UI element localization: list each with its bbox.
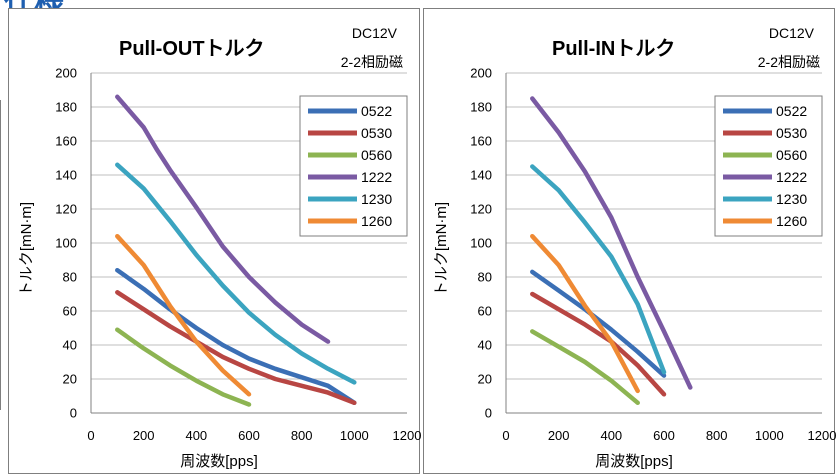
- chart-title: Pull-OUTトルク: [119, 37, 265, 60]
- y-tick-label: 160: [55, 134, 77, 149]
- pull-out-torque-chart: Pull-OUTトルク DC12V 2-2相励磁 0 20 40 60 80 100 120…: [18, 25, 421, 470]
- y-tick-label: 80: [478, 270, 492, 285]
- legend-label-0560: 0560: [776, 147, 807, 163]
- x-axis-label: 周波数[pps]: [180, 453, 258, 470]
- pull-in-torque-chart: Pull-INトルク DC12V 2-2相励磁 0 20 40 60 80 100 120 1…: [433, 25, 836, 470]
- legend-label-0522: 0522: [776, 103, 807, 119]
- legend-label-1230: 1230: [776, 191, 807, 207]
- x-tick-label: 1000: [755, 428, 784, 443]
- y-tick-label: 140: [470, 168, 492, 183]
- series-line-0560: [115, 327, 252, 407]
- pull-in-chart-panel: Pull-INトルク DC12V 2-2相励磁 0 20 40 60 80 100 120 1…: [423, 8, 836, 474]
- y-tick-label: 180: [55, 100, 77, 115]
- x-tick-label: 400: [185, 428, 207, 443]
- y-tick-label: 0: [485, 406, 492, 421]
- legend-label-1260: 1260: [776, 213, 807, 229]
- x-tick-label: 0: [87, 428, 94, 443]
- x-tick-label: 800: [291, 428, 313, 443]
- legend-label-1222: 1222: [776, 169, 807, 185]
- x-tick-label: 1200: [393, 428, 421, 443]
- legend-label-1222: 1222: [361, 169, 392, 185]
- x-tick-label: 1200: [808, 428, 836, 443]
- y-tick-label: 140: [55, 168, 77, 183]
- x-tick-label: 600: [238, 428, 260, 443]
- series-line-0530: [115, 290, 357, 406]
- x-tick-label: 800: [706, 428, 728, 443]
- x-axis-label: 周波数[pps]: [595, 453, 673, 470]
- series-line-1230: [115, 162, 357, 385]
- series-line-1222: [115, 94, 331, 344]
- y-tick-label: 100: [55, 236, 77, 251]
- y-tick-label: 40: [478, 338, 492, 353]
- y-tick-label: 0: [70, 406, 77, 421]
- y-tick-label: 20: [63, 372, 77, 387]
- legend-label-0522: 0522: [361, 103, 392, 119]
- excitation-note: 2-2相励磁: [341, 54, 403, 70]
- series-line-1222: [530, 96, 693, 390]
- y-tick-label: 100: [470, 236, 492, 251]
- x-tick-label: 400: [600, 428, 622, 443]
- y-tick-label: 200: [55, 66, 77, 81]
- y-tick-label: 200: [470, 66, 492, 81]
- left-edge-line: [0, 100, 5, 410]
- series-line-0522: [115, 267, 357, 406]
- series-line-1260: [530, 233, 640, 394]
- legend-label-1230: 1230: [361, 191, 392, 207]
- y-tick-label: 60: [63, 304, 77, 319]
- y-tick-label: 120: [470, 202, 492, 217]
- series-line-0530: [530, 291, 667, 397]
- x-tick-label: 600: [653, 428, 675, 443]
- series-line-1230: [530, 164, 667, 375]
- y-axis-label: トルク[mN·m]: [18, 202, 35, 296]
- legend-box: [299, 95, 408, 237]
- x-tick-label: 1000: [340, 428, 369, 443]
- legend-box: [714, 95, 823, 237]
- series-line-0560: [530, 329, 640, 406]
- y-tick-label: 80: [63, 270, 77, 285]
- x-tick-label: 200: [548, 428, 570, 443]
- series-line-1260: [115, 233, 252, 397]
- chart-title: Pull-INトルク: [552, 37, 675, 60]
- legend-label-0530: 0530: [776, 125, 807, 141]
- y-tick-label: 160: [470, 134, 492, 149]
- series-line-0522: [530, 269, 667, 378]
- x-tick-label: 200: [133, 428, 155, 443]
- y-axis-label: トルク[mN·m]: [433, 202, 450, 296]
- voltage-note: DC12V: [769, 25, 815, 41]
- voltage-note: DC12V: [352, 25, 398, 41]
- y-tick-label: 180: [470, 100, 492, 115]
- y-tick-label: 120: [55, 202, 77, 217]
- y-tick-label: 60: [478, 304, 492, 319]
- legend-label-0560: 0560: [361, 147, 392, 163]
- y-tick-label: 40: [63, 338, 77, 353]
- legend-label-1260: 1260: [361, 213, 392, 229]
- legend-label-0530: 0530: [361, 125, 392, 141]
- pull-out-chart-panel: Pull-OUTトルク DC12V 2-2相励磁 0 20 40 60 80 100 120…: [8, 8, 421, 474]
- x-tick-label: 0: [502, 428, 509, 443]
- excitation-note: 2-2相励磁: [758, 54, 820, 70]
- y-tick-label: 20: [478, 372, 492, 387]
